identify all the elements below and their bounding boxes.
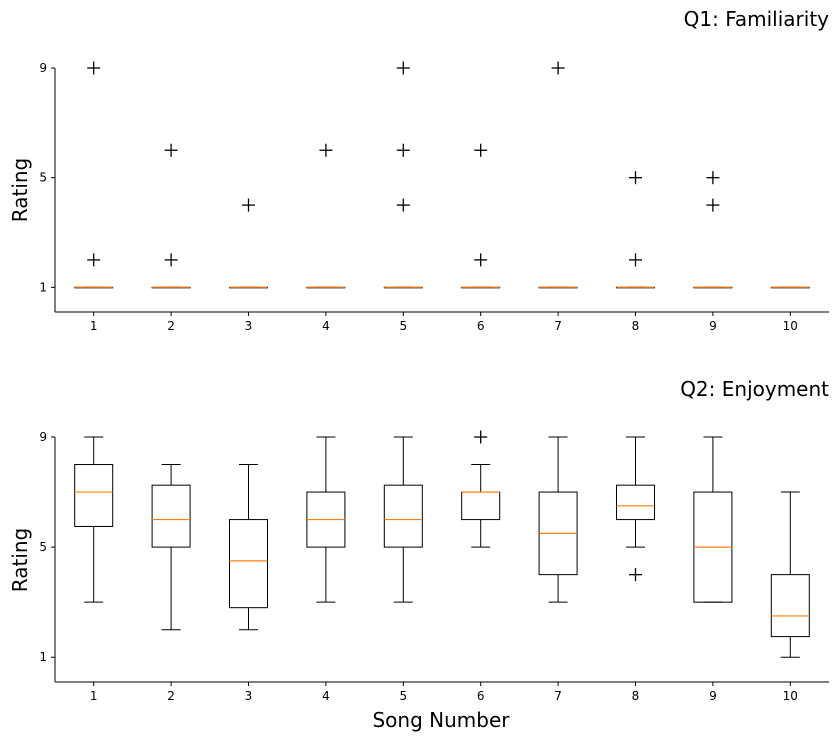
x-tick-label: 1 [90,319,98,333]
outlier-marker [629,171,642,185]
box [616,484,655,521]
outlier-marker [629,253,642,267]
outlier-marker [474,143,488,157]
outlier-marker [396,143,410,157]
panel-familiarity: Q1: Familiarity Rating 1 5 9 1 2 3 4 5 6 7 8 9 10 [8,7,829,333]
outlier-marker [319,143,333,157]
outlier-marker [629,568,642,582]
x-axis-label: Song Number [372,708,510,732]
box [74,464,114,527]
x-tick-label: 10 [783,689,798,703]
outlier-marker [474,430,488,444]
outlier-marker [87,61,101,75]
x-tick-label: 8 [632,319,640,333]
x-tick-label: 7 [554,689,562,703]
x-tick-label: 1 [90,689,98,703]
panel-title: Q1: Familiarity [684,7,830,31]
outlier-marker [87,253,101,267]
outlier-marker [706,198,720,212]
y-axis-label: Rating [8,158,32,222]
x-tick-label: 7 [554,319,562,333]
outlier-marker [706,171,720,185]
plot-area: 1 5 9 1 2 3 4 5 6 7 8 9 10 [39,430,829,703]
x-tick-label: 6 [477,689,485,703]
x-tick-label: 6 [477,319,485,333]
y-axis-label: Rating [8,528,32,592]
box [151,484,191,548]
y-tick-label: 1 [39,650,47,664]
x-tick-label: 9 [709,689,717,703]
panel-title: Q2: Enjoyment [680,377,829,401]
x-tick-label: 3 [245,319,253,333]
y-tick-label: 9 [39,61,47,75]
x-tick-label: 2 [167,319,175,333]
x-tick-label: 2 [167,689,175,703]
outlier-marker [242,198,255,212]
outlier-marker [396,61,410,75]
x-tick-label: 4 [322,319,330,333]
panel-enjoyment: Q2: Enjoyment Rating Song Number 1 5 9 1 2 3 4… [8,377,829,732]
y-tick-label: 9 [39,430,47,444]
x-tick-label: 3 [245,689,253,703]
outlier-marker [551,61,565,75]
y-tick-label: 1 [39,280,47,294]
box [770,574,810,638]
x-tick-label: 9 [709,319,717,333]
plot-area: 1 5 9 1 2 3 4 5 6 7 8 9 10 [39,61,829,333]
outlier-marker [164,253,178,267]
x-tick-label: 4 [322,689,330,703]
outlier-marker [474,253,488,267]
x-tick-label: 8 [632,689,640,703]
x-tick-label: 5 [399,689,407,703]
y-tick-label: 5 [39,540,47,554]
outlier-marker [396,198,410,212]
x-tick-label: 10 [783,319,798,333]
box [461,491,501,521]
outlier-marker [164,143,178,157]
box [229,519,268,609]
x-tick-label: 5 [399,319,407,333]
box [383,484,423,548]
y-tick-label: 5 [39,171,47,185]
